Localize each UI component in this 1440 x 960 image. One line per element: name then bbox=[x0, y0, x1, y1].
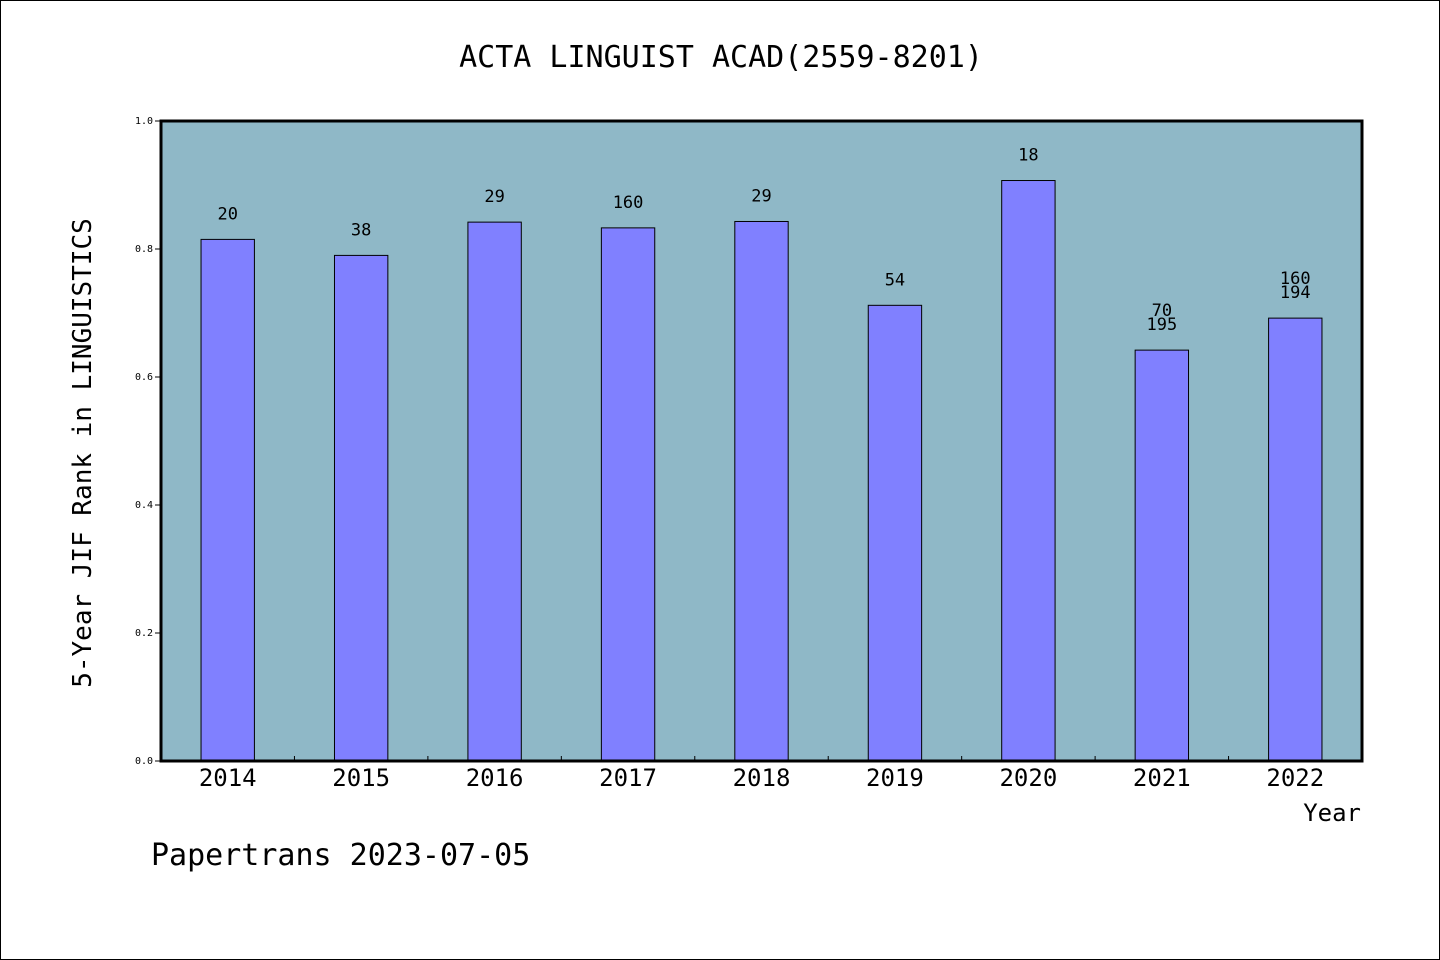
bar-group bbox=[200, 180, 1323, 762]
footer-credit: Papertrans 2023-07-05 bbox=[151, 838, 530, 873]
data-label-2017: 160 bbox=[613, 193, 644, 213]
bar-2015 bbox=[333, 254, 389, 762]
x-tick-2014: 2014 bbox=[199, 764, 257, 792]
data-label-2018: 29 bbox=[751, 186, 771, 206]
bar-2014 bbox=[200, 238, 255, 762]
data-label-2021-1: 70 bbox=[1152, 301, 1172, 321]
bar-2022 bbox=[1268, 317, 1323, 762]
x-tick-2020: 2020 bbox=[999, 764, 1057, 792]
data-label-2022-1: 160 bbox=[1280, 269, 1311, 289]
data-label-2019: 54 bbox=[885, 270, 905, 290]
chart-title: ACTA LINGUIST ACAD(2559-8201) bbox=[459, 40, 983, 75]
x-tick-2022: 2022 bbox=[1266, 764, 1324, 792]
y-tick-0.4: 0.4 bbox=[135, 500, 153, 511]
bar-2020 bbox=[1001, 180, 1056, 762]
y-tick-group: 0.0 0.2 0.4 0.6 0.8 1.0 bbox=[135, 116, 161, 767]
bar-2016 bbox=[467, 221, 522, 762]
bar-2018 bbox=[734, 220, 789, 762]
data-label-2022-2: 194 bbox=[1280, 283, 1311, 303]
y-tick-1.0: 1.0 bbox=[135, 116, 153, 127]
x-tick-2017: 2017 bbox=[599, 764, 657, 792]
bar-2021 bbox=[1134, 349, 1190, 762]
data-label-2014: 20 bbox=[217, 204, 237, 224]
data-label-2016: 29 bbox=[484, 187, 504, 207]
bar-2019 bbox=[867, 304, 923, 762]
y-tick-0.6: 0.6 bbox=[135, 372, 153, 383]
data-label-2020: 18 bbox=[1018, 146, 1038, 166]
x-tick-group: 2014 2015 2016 2017 2018 2019 2020 2021 2022 bbox=[199, 756, 1324, 792]
x-tick-2015: 2015 bbox=[332, 764, 390, 792]
x-tick-2019: 2019 bbox=[866, 764, 924, 792]
y-tick-0.0: 0.0 bbox=[135, 756, 153, 767]
data-label-2021-2: 195 bbox=[1146, 315, 1177, 335]
y-tick-0.8: 0.8 bbox=[135, 244, 153, 255]
y-axis-label: 5-Year JIF Rank in LINGUISTICS bbox=[68, 218, 98, 688]
bar-2017 bbox=[600, 227, 656, 762]
x-axis-label: Year bbox=[1303, 799, 1361, 827]
y-tick-0.2: 0.2 bbox=[135, 628, 153, 639]
x-tick-2018: 2018 bbox=[733, 764, 791, 792]
x-tick-2021: 2021 bbox=[1133, 764, 1191, 792]
data-label-2015: 38 bbox=[351, 220, 371, 240]
x-tick-2016: 2016 bbox=[466, 764, 524, 792]
plot-border bbox=[159, 119, 1364, 763]
